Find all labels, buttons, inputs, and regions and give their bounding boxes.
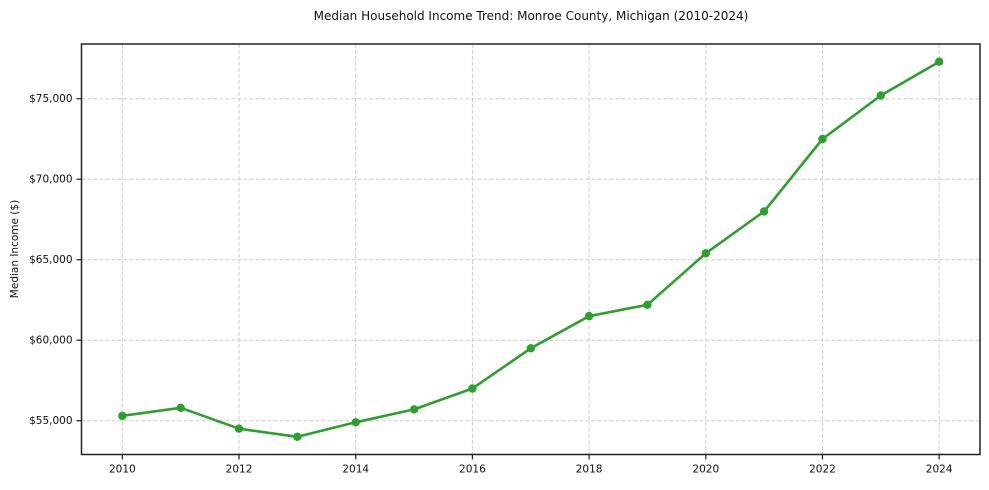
trend-line bbox=[121, 60, 941, 439]
data-point-2013 bbox=[293, 432, 302, 441]
data-point-2010 bbox=[118, 411, 127, 421]
y-tick-label: $75,000 bbox=[29, 93, 72, 105]
x-tick-label: 2010 bbox=[109, 464, 136, 476]
x-tick-label: 2012 bbox=[226, 464, 253, 476]
x-tick-label: 2014 bbox=[342, 464, 369, 476]
data-point-2022 bbox=[818, 134, 827, 144]
x-tick-label: 2016 bbox=[459, 464, 486, 476]
plot-border bbox=[80, 43, 981, 456]
y-tick-label: $60,000 bbox=[29, 335, 72, 347]
data-point-2012 bbox=[234, 424, 244, 433]
data-point-2021 bbox=[759, 207, 769, 216]
x-tick-label: 2022 bbox=[809, 464, 836, 476]
y-tick-label: $55,000 bbox=[29, 415, 72, 427]
chart-title: Median Household Income Trend: Monroe Co… bbox=[313, 9, 749, 23]
data-point-2016 bbox=[468, 384, 477, 393]
y-tick-label: $65,000 bbox=[29, 254, 72, 266]
data-point-2017 bbox=[526, 344, 535, 353]
data-point-2014 bbox=[351, 418, 360, 427]
data-point-2015 bbox=[409, 405, 419, 414]
x-tick-label: 2024 bbox=[926, 464, 953, 476]
data-point-2018 bbox=[584, 311, 594, 321]
y-tick-label: $70,000 bbox=[29, 174, 72, 186]
x-tick-label: 2020 bbox=[692, 464, 719, 476]
data-point-2024 bbox=[935, 57, 944, 66]
data-point-2023 bbox=[876, 91, 885, 100]
x-tick-label: 2018 bbox=[576, 464, 603, 476]
data-point-2011 bbox=[176, 403, 185, 412]
data-point-2020 bbox=[701, 249, 710, 258]
data-point-2019 bbox=[643, 300, 652, 309]
